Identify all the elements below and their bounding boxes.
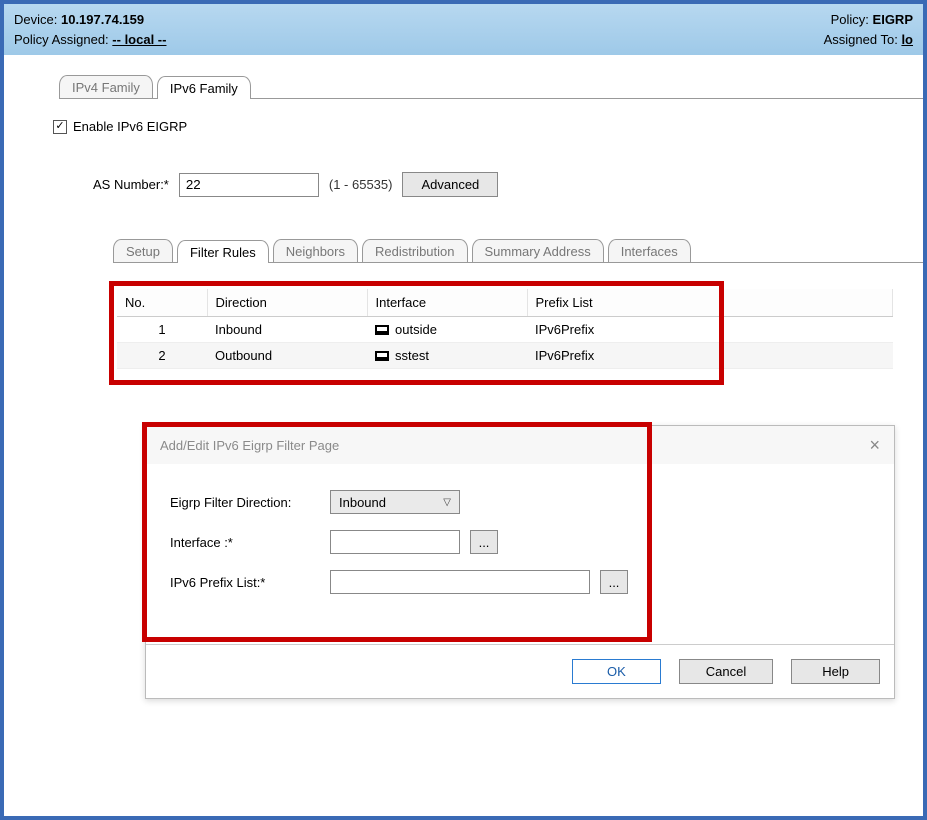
as-number-label: AS Number:* — [93, 177, 169, 192]
close-icon[interactable]: × — [869, 436, 880, 454]
dialog-header: Add/Edit IPv6 Eigrp Filter Page × — [146, 426, 894, 464]
add-edit-filter-dialog: Add/Edit IPv6 Eigrp Filter Page × Eigrp … — [145, 425, 895, 699]
cancel-button[interactable]: Cancel — [679, 659, 773, 684]
col-no[interactable]: No. — [117, 289, 207, 317]
col-interface[interactable]: Interface — [367, 289, 527, 317]
direction-dropdown-value: Inbound — [339, 495, 386, 510]
advanced-button[interactable]: Advanced — [402, 172, 498, 197]
prefix-input[interactable] — [330, 570, 590, 594]
family-tab-row: IPv4 Family IPv6 Family — [59, 73, 923, 99]
inner-tab-row: Setup Filter Rules Neighbors Redistribut… — [113, 237, 923, 263]
header-bar: Device: 10.197.74.159 Policy Assigned: -… — [4, 4, 923, 55]
assigned-to-value[interactable]: lo — [901, 32, 913, 47]
as-number-hint: (1 - 65535) — [329, 177, 393, 192]
chevron-down-icon: ▽ — [443, 497, 451, 508]
tab-ipv4-family[interactable]: IPv4 Family — [59, 75, 153, 98]
cell-no: 2 — [117, 343, 207, 369]
cell-no: 1 — [117, 317, 207, 343]
filter-table-wrap: No. Direction Interface Prefix List 1 In… — [117, 289, 893, 369]
header-right: Policy: EIGRP Assigned To: lo — [824, 10, 913, 49]
dlg-row-prefix: IPv6 Prefix List:* ... — [170, 570, 870, 594]
help-button[interactable]: Help — [791, 659, 880, 684]
cell-interface-text: outside — [395, 322, 437, 337]
cell-prefix: IPv6Prefix — [527, 317, 893, 343]
filter-rules-table: No. Direction Interface Prefix List 1 In… — [117, 289, 893, 369]
tab-redistribution[interactable]: Redistribution — [362, 239, 468, 262]
app-frame: Device: 10.197.74.159 Policy Assigned: -… — [0, 0, 927, 820]
interface-label: Interface :* — [170, 535, 330, 550]
enable-eigrp-label: Enable IPv6 EIGRP — [73, 119, 187, 134]
interface-icon — [375, 325, 389, 335]
assigned-to-label: Assigned To: — [824, 32, 898, 47]
interface-browse-button[interactable]: ... — [470, 530, 498, 554]
col-direction[interactable]: Direction — [207, 289, 367, 317]
ipv6-panel: ✓ Enable IPv6 EIGRP AS Number:* (1 - 655… — [39, 99, 923, 699]
prefix-browse-button[interactable]: ... — [600, 570, 628, 594]
as-number-input[interactable] — [179, 173, 319, 197]
dlg-row-direction: Eigrp Filter Direction: Inbound ▽ — [170, 490, 870, 514]
direction-dropdown[interactable]: Inbound ▽ — [330, 490, 460, 514]
policy-value: EIGRP — [873, 12, 913, 27]
dialog-body: Eigrp Filter Direction: Inbound ▽ Interf… — [146, 464, 894, 644]
policy-assigned-label: Policy Assigned: — [14, 32, 109, 47]
tab-summary-address[interactable]: Summary Address — [472, 239, 604, 262]
tab-interfaces[interactable]: Interfaces — [608, 239, 691, 262]
tab-filter-rules[interactable]: Filter Rules — [177, 240, 269, 263]
cell-interface-text: sstest — [395, 348, 429, 363]
tab-neighbors[interactable]: Neighbors — [273, 239, 358, 262]
enable-eigrp-row: ✓ Enable IPv6 EIGRP — [53, 119, 923, 134]
interface-icon — [375, 351, 389, 361]
cell-direction: Outbound — [207, 343, 367, 369]
interface-input[interactable] — [330, 530, 460, 554]
table-row[interactable]: 1 Inbound outside IPv6Prefix — [117, 317, 893, 343]
table-row[interactable]: 2 Outbound sstest IPv6Prefix — [117, 343, 893, 369]
device-label: Device: — [14, 12, 57, 27]
dlg-row-interface: Interface :* ... — [170, 530, 870, 554]
header-left: Device: 10.197.74.159 Policy Assigned: -… — [14, 10, 166, 49]
ok-button[interactable]: OK — [572, 659, 661, 684]
as-number-row: AS Number:* (1 - 65535) Advanced — [93, 172, 923, 197]
tab-setup[interactable]: Setup — [113, 239, 173, 262]
cell-prefix: IPv6Prefix — [527, 343, 893, 369]
enable-eigrp-checkbox[interactable]: ✓ — [53, 120, 67, 134]
table-header-row: No. Direction Interface Prefix List — [117, 289, 893, 317]
cell-interface: sstest — [367, 343, 527, 369]
cell-interface: outside — [367, 317, 527, 343]
cell-direction: Inbound — [207, 317, 367, 343]
dialog-title: Add/Edit IPv6 Eigrp Filter Page — [160, 438, 339, 453]
policy-label: Policy: — [831, 12, 869, 27]
direction-label: Eigrp Filter Direction: — [170, 495, 330, 510]
prefix-label: IPv6 Prefix List:* — [170, 575, 330, 590]
col-prefixlist[interactable]: Prefix List — [527, 289, 893, 317]
device-value: 10.197.74.159 — [61, 12, 144, 27]
tab-ipv6-family[interactable]: IPv6 Family — [157, 76, 251, 99]
body-area: IPv4 Family IPv6 Family ✓ Enable IPv6 EI… — [4, 55, 923, 699]
policy-assigned-value[interactable]: -- local -- — [112, 32, 166, 47]
dialog-footer: OK Cancel Help — [146, 644, 894, 698]
